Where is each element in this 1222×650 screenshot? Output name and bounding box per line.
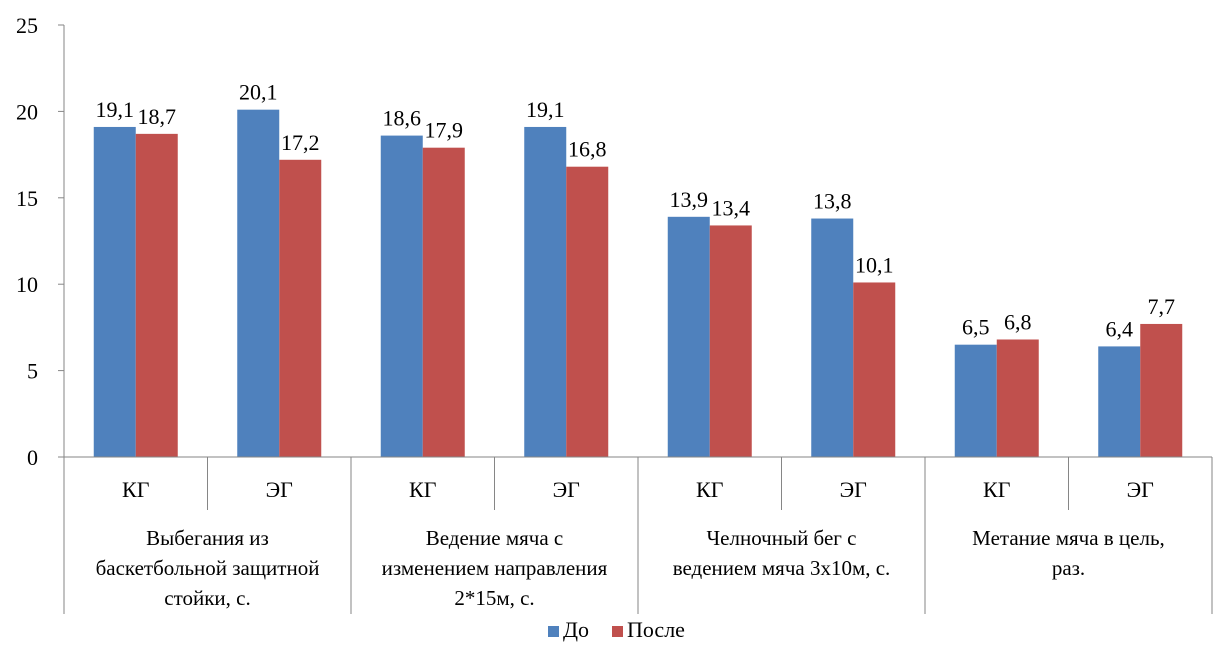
group-label-line: баскетбольной защитной — [96, 556, 320, 580]
bar-do — [811, 218, 854, 457]
y-tick-label: 10 — [16, 272, 38, 297]
category-label: КГ — [696, 477, 724, 502]
category-label: ЭГ — [553, 477, 581, 502]
y-tick-label: 25 — [16, 13, 38, 38]
y-tick-label: 15 — [16, 186, 38, 211]
data-label-posle: 6,8 — [1004, 309, 1032, 334]
bars — [93, 109, 1183, 458]
group-label-line: 2*15м, с. — [454, 586, 534, 610]
bar-posle — [1140, 323, 1183, 457]
group-label-line: Ведение мяча с — [426, 526, 564, 550]
data-label-posle: 17,9 — [425, 118, 464, 143]
bar-do — [1098, 346, 1141, 457]
data-label-do: 19,1 — [96, 97, 135, 122]
category-label: ЭГ — [1127, 477, 1155, 502]
bar-do — [667, 216, 710, 457]
group-label-line: Челночный бег с — [707, 526, 857, 550]
y-tick-label: 5 — [27, 359, 38, 384]
bar-do — [93, 126, 136, 458]
data-label-do: 6,5 — [962, 315, 990, 340]
bar-posle — [709, 225, 752, 457]
data-labels: 19,1 18,720,117,218,6 17,919,116,813,9 13,4… — [96, 80, 1176, 342]
category-label: ЭГ — [266, 477, 294, 502]
group-label-line: стойки, с. — [164, 586, 250, 610]
x-axis: КГ ЭГ КГ ЭГ КГ ЭГ КГ ЭГ Выбегания из баскетбольно… — [63, 456, 1213, 614]
legend-label-do: До — [563, 617, 589, 642]
data-label-posle: 13,4 — [712, 195, 751, 220]
group-label-line: раз. — [1052, 556, 1085, 580]
bar-posle — [566, 166, 609, 458]
data-label-do: 13,8 — [813, 189, 852, 214]
y-tick-label: 20 — [16, 99, 38, 124]
category-label: КГ — [122, 477, 150, 502]
bar-do — [524, 126, 567, 458]
category-label: КГ — [409, 477, 437, 502]
bar-posle — [996, 339, 1039, 457]
data-label-do: 19,1 — [526, 97, 565, 122]
data-label-posle: 17,2 — [281, 130, 320, 155]
y-tick-label: 0 — [27, 445, 38, 470]
group-label-line: изменением направления — [382, 556, 608, 580]
bar-posle — [422, 147, 465, 458]
bar-do — [954, 344, 997, 457]
category-label: КГ — [983, 477, 1011, 502]
bar-posle — [135, 133, 178, 457]
data-label-posle: 16,8 — [568, 137, 607, 162]
data-label-do: 18,6 — [383, 106, 422, 131]
group-label-line: ведением мяча 3х10м, с. — [673, 556, 891, 580]
category-label: ЭГ — [840, 477, 868, 502]
y-axis: 0 5 10 15 20 25 — [16, 13, 65, 470]
bar-do — [380, 135, 423, 458]
bar-posle — [853, 282, 896, 457]
group-label-line: Метание мяча в цель, — [972, 526, 1165, 550]
data-label-do: 6,4 — [1106, 316, 1134, 341]
data-label-do: 13,9 — [670, 187, 709, 212]
data-label-posle: 18,7 — [138, 104, 177, 129]
group-label-line: Выбегания из — [146, 526, 269, 550]
bar-do — [237, 109, 280, 457]
bar-posle — [279, 159, 322, 457]
legend-swatch-do — [548, 626, 559, 637]
data-label-do: 20,1 — [239, 80, 278, 105]
legend: До После — [548, 617, 685, 642]
data-label-posle: 10,1 — [855, 252, 894, 277]
legend-label-posle: После — [627, 617, 685, 642]
legend-swatch-posle — [612, 626, 623, 637]
data-label-posle: 7,7 — [1148, 294, 1176, 319]
